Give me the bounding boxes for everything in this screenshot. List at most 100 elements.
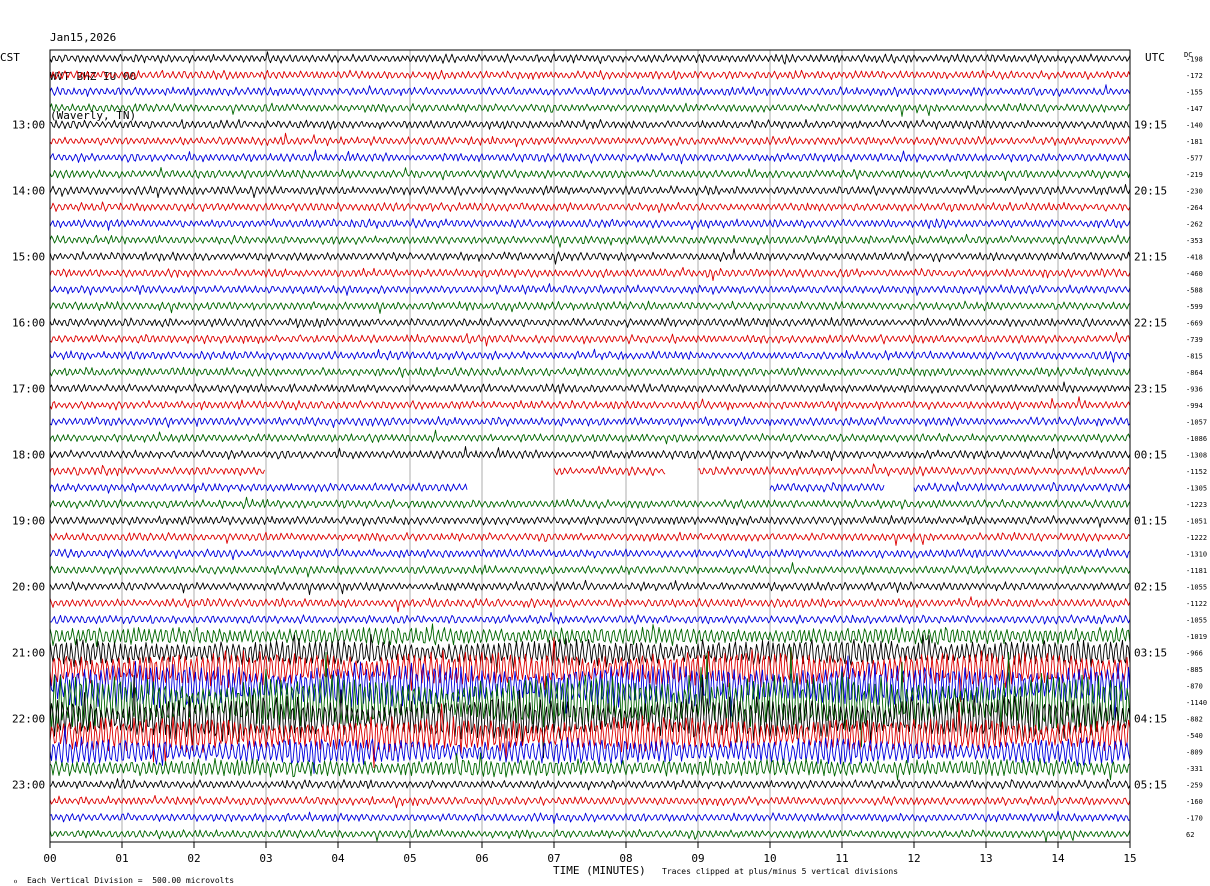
cst-hour-label: 21:00 bbox=[12, 647, 45, 660]
utc-hour-labels: 19:15 20:15 21:15 22:15 23:15 00:15 01:15 02:15… bbox=[1134, 119, 1167, 792]
x-tick-label: 10 bbox=[763, 852, 776, 865]
seismic-trace bbox=[49, 562, 1131, 578]
dc-offset-label: -160 bbox=[1186, 798, 1203, 806]
seismic-trace bbox=[49, 726, 1131, 774]
seismic-trace bbox=[49, 149, 1131, 165]
seismic-trace bbox=[49, 283, 1131, 296]
dc-offset-label: -1086 bbox=[1186, 435, 1207, 443]
seismic-trace bbox=[49, 300, 1131, 314]
seismic-trace bbox=[49, 810, 1131, 825]
seismic-trace bbox=[49, 623, 1131, 647]
x-tick-label: 07 bbox=[547, 852, 560, 865]
dc-offset-label: -588 bbox=[1186, 287, 1203, 295]
cst-hour-labels: 13:00 14:00 15:00 16:00 17:00 18:00 19:00 20:00… bbox=[12, 119, 45, 792]
x-tick-label: 13 bbox=[979, 852, 992, 865]
seismic-trace bbox=[49, 531, 1131, 546]
dc-offset-label: -809 bbox=[1186, 749, 1203, 757]
cst-hour-label: 19:00 bbox=[12, 515, 45, 528]
dc-offset-label: -936 bbox=[1186, 386, 1203, 394]
seismic-trace bbox=[49, 102, 1131, 117]
seismic-trace bbox=[49, 416, 1131, 428]
dc-header-label: DC bbox=[1184, 51, 1192, 59]
x-tick-label: 08 bbox=[619, 852, 632, 865]
seismic-trace bbox=[49, 132, 1131, 148]
seismic-trace bbox=[49, 637, 1131, 703]
seismic-trace bbox=[49, 69, 1131, 81]
dc-offset-label: -1223 bbox=[1186, 501, 1207, 509]
utc-hour-label: 03:15 bbox=[1134, 647, 1167, 660]
dc-offset-label: -1181 bbox=[1186, 567, 1207, 575]
record-date: Jan15,2026 bbox=[50, 31, 117, 44]
seismic-trace bbox=[49, 481, 1131, 494]
cst-hour-label: 17:00 bbox=[12, 383, 45, 396]
seismic-trace bbox=[49, 51, 1131, 65]
cst-hour-label: 13:00 bbox=[12, 119, 45, 132]
utc-hour-label: 22:15 bbox=[1134, 317, 1167, 330]
seismic-trace bbox=[49, 579, 1131, 596]
dc-offset-label: -198 bbox=[1186, 56, 1203, 64]
cst-zone-label: CST bbox=[0, 51, 20, 64]
dc-offset-label: -1308 bbox=[1186, 452, 1207, 460]
dc-offset-label: -1222 bbox=[1186, 534, 1207, 542]
utc-hour-label: 20:15 bbox=[1134, 185, 1167, 198]
dc-offset-label: -155 bbox=[1186, 89, 1203, 97]
seismic-trace bbox=[49, 381, 1131, 395]
seismic-trace bbox=[49, 646, 1131, 748]
cst-hour-label: 16:00 bbox=[12, 317, 45, 330]
seismic-trace bbox=[49, 84, 1131, 98]
seismic-trace bbox=[49, 348, 1131, 363]
clip-note: Traces clipped at plus/minus 5 vertical … bbox=[662, 867, 899, 876]
dc-offset-label: -262 bbox=[1186, 221, 1203, 229]
seismic-trace bbox=[49, 655, 1131, 722]
seismic-trace bbox=[49, 752, 1131, 781]
dc-offset-label: -1019 bbox=[1186, 633, 1207, 641]
dc-offset-label: -418 bbox=[1186, 254, 1203, 262]
seismic-trace bbox=[49, 515, 1131, 528]
seismic-trace bbox=[49, 266, 1131, 282]
utc-hour-label: 04:15 bbox=[1134, 713, 1167, 726]
dc-offset-labels: -198 -172 -155 -147 -140 -181 -577 -219 -230 -264… bbox=[1186, 56, 1207, 840]
dc-offset-label: -1057 bbox=[1186, 419, 1207, 427]
dc-offset-label: -1310 bbox=[1186, 551, 1207, 559]
x-tick-label: 09 bbox=[691, 852, 704, 865]
dc-offset-label: -864 bbox=[1186, 369, 1203, 377]
station-header: Jan15,2026 WVT BHZ IU 00 (Waverly, TN) bbox=[50, 5, 136, 135]
dc-offset-label: -1051 bbox=[1186, 518, 1207, 526]
dc-offset-label: -577 bbox=[1186, 155, 1203, 163]
cst-hour-label: 14:00 bbox=[12, 185, 45, 198]
utc-hour-label: 21:15 bbox=[1134, 251, 1167, 264]
trace-group bbox=[49, 51, 1131, 843]
dc-offset-label: -230 bbox=[1186, 188, 1203, 196]
dc-offset-label: -739 bbox=[1186, 336, 1203, 344]
x-tick-label: 01 bbox=[115, 852, 128, 865]
seismic-trace bbox=[49, 233, 1131, 248]
cst-hour-label: 22:00 bbox=[12, 713, 45, 726]
x-tick-label: 00 bbox=[43, 852, 56, 865]
seismic-trace bbox=[49, 429, 1131, 445]
x-tick-label: 14 bbox=[1051, 852, 1065, 865]
dc-offset-label: -181 bbox=[1186, 138, 1203, 146]
utc-hour-label: 01:15 bbox=[1134, 515, 1167, 528]
dc-offset-label: -170 bbox=[1186, 815, 1203, 823]
seismic-trace bbox=[49, 396, 1131, 412]
x-tick-label: 02 bbox=[187, 852, 200, 865]
x-axis: 00 01 02 03 04 05 06 07 08 09 10 11 12 13 14 15 bbox=[43, 842, 1137, 865]
utc-hour-label: 05:15 bbox=[1134, 779, 1167, 792]
dc-offset-label: -885 bbox=[1186, 666, 1203, 674]
seismic-trace bbox=[49, 496, 1131, 510]
utc-zone-label: UTC bbox=[1145, 51, 1165, 64]
dc-offset-label: -599 bbox=[1186, 303, 1203, 311]
dc-offset-label: -870 bbox=[1186, 683, 1203, 691]
dc-offset-label: -147 bbox=[1186, 105, 1203, 113]
x-tick-label: 03 bbox=[259, 852, 272, 865]
seismic-trace bbox=[49, 184, 1131, 199]
dc-offset-label: -994 bbox=[1186, 402, 1203, 410]
seismic-trace bbox=[49, 828, 1131, 843]
x-tick-label: 11 bbox=[835, 852, 848, 865]
dc-offset-label: -815 bbox=[1186, 353, 1203, 361]
dc-offset-label: -1305 bbox=[1186, 485, 1207, 493]
dc-offset-label: -331 bbox=[1186, 765, 1203, 773]
seismic-trace bbox=[49, 119, 1131, 130]
dc-offset-label: -882 bbox=[1186, 716, 1203, 724]
dc-offset-label: -219 bbox=[1186, 171, 1203, 179]
